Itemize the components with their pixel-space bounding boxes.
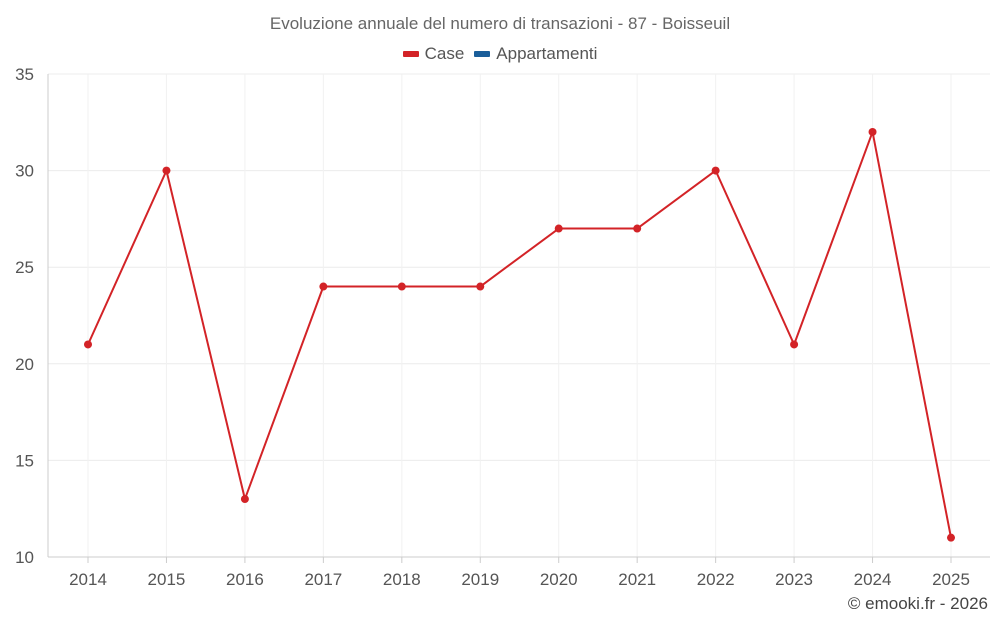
legend: Case Appartamenti	[0, 44, 1000, 64]
legend-swatch-appartamenti	[474, 51, 491, 57]
data-point	[554, 224, 563, 233]
x-tick-label: 2018	[383, 570, 421, 589]
y-tick-label: 35	[15, 65, 34, 84]
legend-item-appartamenti[interactable]: Appartamenti	[474, 44, 597, 64]
y-tick-label: 20	[15, 355, 34, 374]
legend-label-case: Case	[424, 44, 465, 63]
x-tick-label: 2017	[304, 570, 342, 589]
x-tick-label: 2019	[461, 570, 499, 589]
data-point	[162, 166, 171, 175]
x-tick-label: 2020	[540, 570, 578, 589]
x-tick-label: 2023	[775, 570, 813, 589]
x-axis-ticks: 2014 2015 2016 2017 2018 2019 2020 2021 2022 2023…	[69, 570, 970, 589]
x-tick-label: 2015	[148, 570, 186, 589]
x-tick-label: 2016	[226, 570, 264, 589]
data-point	[947, 533, 955, 542]
x-tick-label: 2025	[932, 570, 970, 589]
credit-text: © emooki.fr - 2026	[847, 594, 988, 613]
y-tick-label: 10	[15, 548, 34, 567]
x-tick-label: 2024	[854, 570, 892, 589]
series-layer	[84, 127, 955, 542]
legend-item-case[interactable]: Case	[402, 44, 465, 64]
data-point	[84, 340, 92, 349]
data-point	[319, 282, 328, 291]
legend-label-appartamenti: Appartamenti	[496, 44, 598, 63]
y-tick-label: 30	[15, 162, 34, 181]
data-point	[397, 282, 406, 291]
chart-title: Evoluzione annuale del numero di transaz…	[269, 14, 731, 33]
data-point	[711, 166, 720, 175]
grid	[48, 73, 990, 557]
data-point	[476, 282, 485, 291]
y-tick-label: 15	[15, 451, 34, 470]
x-tick-label: 2022	[697, 570, 735, 589]
x-tick-label: 2014	[69, 570, 107, 589]
data-point	[240, 495, 249, 504]
data-point	[868, 127, 877, 136]
series-line-case	[87, 130, 952, 538]
y-tick-label: 25	[15, 258, 34, 277]
x-tick-label: 2021	[618, 570, 656, 589]
data-point	[790, 340, 799, 349]
y-axis-ticks: 10 15 20 25 30 35	[15, 65, 34, 567]
data-point	[633, 224, 642, 233]
axes	[47, 74, 990, 563]
legend-swatch-case	[402, 51, 419, 57]
